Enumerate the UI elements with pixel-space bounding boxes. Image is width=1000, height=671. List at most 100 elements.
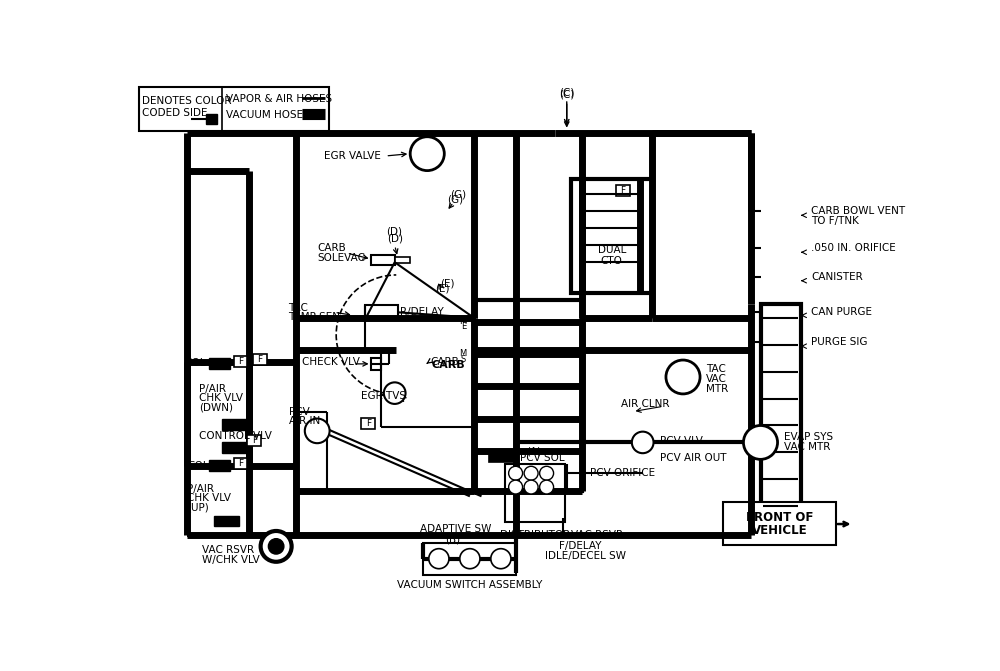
Text: DUAL: DUAL [598,245,626,255]
Circle shape [632,431,654,453]
Text: (D): (D) [387,234,403,244]
Bar [206,114,217,123]
Text: CODED SIDE: CODED SIDE [142,108,208,118]
Text: VAC RSVR: VAC RSVR [202,546,255,555]
Circle shape [261,531,292,562]
Text: CARB: CARB [317,244,346,254]
Bar [209,358,230,368]
Circle shape [491,549,511,569]
Bar [361,418,375,429]
Bar [616,185,630,196]
Text: F: F [252,435,257,445]
Text: AIR IN: AIR IN [289,416,321,426]
Text: (C): (C) [559,87,574,97]
Bar [489,452,516,462]
Text: .050 IN. ORIFICE: .050 IN. ORIFICE [811,244,896,254]
Text: VAC: VAC [706,374,727,384]
Circle shape [509,466,523,480]
Text: S: S [461,355,466,364]
Text: EGR VALVE: EGR VALVE [324,151,381,161]
Bar [222,442,247,453]
Text: FRONT OF: FRONT OF [746,511,814,524]
Text: P/AIR: P/AIR [187,484,214,494]
Text: F: F [620,186,625,195]
Text: F/DELAY: F/DELAY [559,541,602,552]
Text: MTR: MTR [706,384,728,395]
Text: F: F [238,357,243,366]
Text: SOL: SOL [186,358,206,368]
Text: M: M [459,350,466,358]
Text: TAC: TAC [288,303,308,313]
Text: TAC: TAC [706,364,726,374]
Text: (DWN): (DWN) [199,402,233,412]
Text: M: M [459,317,466,326]
Text: VEHICLE: VEHICLE [752,525,808,537]
Text: CAN PURGE: CAN PURGE [811,307,872,317]
Text: VAC MTR: VAC MTR [784,442,830,452]
Text: AIR CLNR: AIR CLNR [621,399,670,409]
Circle shape [540,466,554,480]
Text: (E): (E) [440,278,455,288]
Circle shape [743,425,778,460]
Text: (UP): (UP) [187,502,209,512]
Text: R/DELAY: R/DELAY [400,307,444,317]
Bar [395,257,410,263]
Text: PCV AIR OUT: PCV AIR OUT [660,453,726,463]
Text: SOLEVAC: SOLEVAC [317,252,365,262]
Bar [209,460,230,471]
Text: P/AIR: P/AIR [199,384,226,393]
Text: (E): (E) [435,283,450,293]
Bar [505,464,565,522]
Text: VAC RSVR: VAC RSVR [571,530,624,540]
Text: PCV ORIFICE: PCV ORIFICE [590,468,655,478]
Text: IDLE/DECEL SW: IDLE/DECEL SW [545,552,626,562]
Text: PCV VLV: PCV VLV [660,436,703,446]
Text: CHK VLV: CHK VLV [187,493,231,503]
Circle shape [524,466,538,480]
Circle shape [666,360,700,394]
Text: (G): (G) [450,189,467,199]
Text: (D): (D) [386,226,402,236]
Circle shape [460,549,480,569]
Text: F: F [238,459,243,468]
Text: VACUUM HOSES: VACUUM HOSES [226,110,310,120]
Bar [247,435,261,446]
Text: E: E [461,323,466,331]
Text: CTO: CTO [601,256,623,266]
Text: (B): (B) [445,534,460,544]
Text: CARB: CARB [430,356,459,366]
Text: TO F/TNK: TO F/TNK [811,215,859,225]
Text: PURGE SIG: PURGE SIG [811,338,867,348]
Circle shape [524,480,538,494]
Text: W/CHK VLV: W/CHK VLV [202,555,260,565]
Text: CANISTER: CANISTER [811,272,863,282]
Text: PCV SOL: PCV SOL [520,453,565,463]
Bar [761,304,801,535]
Bar [474,300,582,491]
Text: (A): (A) [526,447,541,457]
Text: SOL: SOL [188,460,209,470]
Text: PCV: PCV [289,407,310,417]
Bar [371,358,381,370]
Text: CARB: CARB [431,360,465,370]
Text: VACUUM SWITCH ASSEMBLY: VACUUM SWITCH ASSEMBLY [397,580,543,590]
Text: F: F [257,355,262,364]
Text: ADAPTIVE SW: ADAPTIVE SW [420,525,491,534]
Text: CHK VLV: CHK VLV [199,393,243,403]
Text: EVAP SYS: EVAP SYS [784,432,833,442]
Circle shape [384,382,406,404]
Text: EGR TVS: EGR TVS [361,391,406,401]
Circle shape [509,480,523,494]
Bar [423,543,516,575]
Bar [234,356,247,367]
Text: (G): (G) [447,195,463,205]
Text: F: F [366,419,371,427]
Circle shape [305,419,330,443]
Text: (C): (C) [559,89,574,99]
Bar [365,305,398,319]
Circle shape [410,137,444,170]
Bar [571,179,652,293]
Text: VAPOR & AIR HOSES: VAPOR & AIR HOSES [226,95,332,105]
Text: DENOTES COLOR: DENOTES COLOR [142,96,232,106]
Bar [371,254,395,265]
